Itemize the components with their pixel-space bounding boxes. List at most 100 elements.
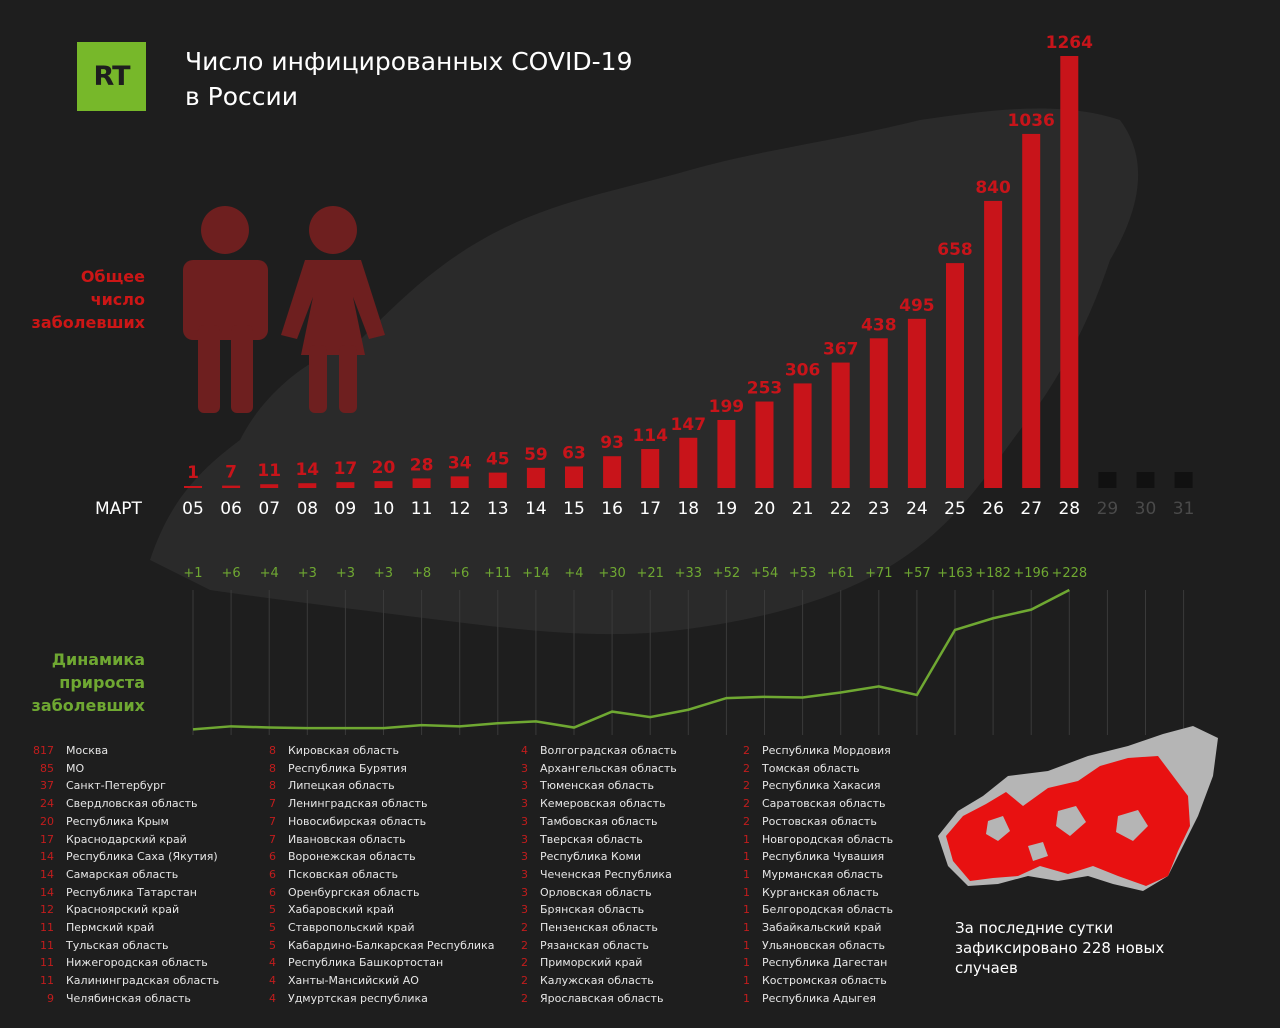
- region-count: 2: [521, 921, 528, 935]
- date-tick-label: 24: [906, 499, 928, 519]
- region-count: 1: [743, 850, 750, 864]
- cases-bar: [488, 472, 507, 488]
- region-name: Томская область: [762, 761, 860, 775]
- growth-value-label: +14: [522, 566, 549, 581]
- region-count: 2: [521, 974, 528, 988]
- total-label-line-1: Общее: [80, 267, 145, 286]
- region-name: МО: [66, 761, 85, 775]
- region-name: Калининградская область: [66, 974, 220, 988]
- cases-bar: [1060, 56, 1079, 488]
- cases-bar: [1022, 133, 1041, 488]
- region-row: 4 Волгоградская область: [502, 742, 677, 760]
- region-name: Санкт-Петербург: [66, 779, 166, 793]
- cases-bar: [222, 485, 241, 488]
- cases-value-label: 63: [562, 443, 586, 463]
- date-tick-label: 22: [830, 499, 852, 519]
- cases-bar: [869, 338, 888, 488]
- region-count: 2: [521, 956, 528, 970]
- region-name: Самарская область: [66, 867, 179, 881]
- cases-bar: [526, 467, 545, 488]
- region-name: Тамбовская область: [540, 814, 658, 828]
- region-count: 1: [743, 921, 750, 935]
- total-label-line-3: заболевших: [31, 313, 145, 332]
- cases-value-label: 1264: [1046, 33, 1093, 53]
- region-name: Саратовская область: [762, 797, 886, 811]
- region-count: 8: [269, 779, 276, 793]
- cases-bar: [336, 482, 355, 488]
- date-tick-label: 15: [563, 499, 585, 519]
- region-name: Кемеровская область: [540, 797, 666, 811]
- cases-bar: [755, 401, 774, 488]
- growth-value-label: +3: [336, 566, 355, 581]
- region-row: 24 Свердловская область: [28, 795, 219, 813]
- region-name: Республика Дагестан: [762, 956, 888, 970]
- total-cases-label: Общее число заболевших: [32, 265, 145, 334]
- date-tick-label: 27: [1020, 499, 1042, 519]
- cases-value-label: 147: [671, 415, 707, 435]
- region-count: 8: [269, 761, 276, 775]
- date-tick-label: 09: [335, 499, 357, 519]
- region-name: Пензенская область: [540, 921, 658, 935]
- region-count: 2: [521, 938, 528, 952]
- growth-value-label: +4: [564, 566, 583, 581]
- cases-bar: [984, 200, 1003, 489]
- region-count: 1: [743, 938, 750, 952]
- region-row: 2 Пензенская область: [502, 919, 677, 937]
- region-name: Костромская область: [762, 974, 887, 988]
- region-name: Чеченская Республика: [540, 867, 672, 881]
- region-count: 5: [269, 938, 276, 952]
- cases-value-label: 114: [632, 426, 668, 446]
- region-count: 6: [269, 867, 276, 881]
- region-row: 8 Липецкая область: [250, 777, 494, 795]
- region-name: Красноярский край: [66, 903, 180, 917]
- region-count: 37: [40, 779, 54, 793]
- region-name: Москва: [66, 744, 109, 757]
- cases-value-label: 28: [410, 455, 434, 475]
- region-name: Мурманская область: [762, 867, 883, 881]
- region-row: 11 Нижегородская область: [28, 954, 219, 972]
- total-label-line-2: число: [90, 290, 145, 309]
- region-count: 5: [269, 921, 276, 935]
- cases-bar: [298, 483, 317, 488]
- growth-value-label: +57: [903, 566, 930, 581]
- region-name: Брянская область: [540, 903, 645, 917]
- date-tick-label: 19: [716, 499, 738, 519]
- cases-value-label: 1036: [1008, 111, 1055, 131]
- man-icon: [183, 206, 268, 413]
- date-tick-label: 31: [1173, 499, 1195, 519]
- cases-bar: [907, 318, 926, 488]
- region-name: Курганская область: [762, 885, 879, 899]
- region-count: 11: [40, 921, 54, 935]
- regions-column: 817 Москва 85 МО 37 Санкт-Петербург 24 Свердлов…: [28, 742, 219, 1008]
- region-name: Воронежская область: [288, 850, 416, 864]
- region-row: 1 Мурманская область: [724, 866, 893, 884]
- cases-bar: [565, 466, 583, 488]
- region-count: 8: [269, 744, 276, 757]
- region-count: 5: [269, 903, 276, 917]
- region-row: 17 Краснодарский край: [28, 831, 219, 849]
- region-count: 2: [743, 761, 750, 775]
- cases-value-label: 658: [937, 240, 973, 260]
- cases-bar: [946, 263, 964, 488]
- region-count: 1: [743, 832, 750, 846]
- cases-bar: [603, 456, 622, 488]
- region-row: 8 Республика Бурятия: [250, 760, 494, 778]
- region-count: 4: [269, 974, 276, 988]
- date-tick-label: 13: [487, 499, 509, 519]
- cases-value-label: 93: [600, 433, 624, 453]
- region-row: 3 Кемеровская область: [502, 795, 677, 813]
- region-name: Республика Коми: [540, 850, 641, 864]
- region-count: 4: [521, 744, 528, 757]
- region-count: 24: [40, 797, 54, 811]
- date-tick-label: 25: [944, 499, 966, 519]
- title-line-2: в России: [185, 82, 299, 111]
- region-row: 37 Санкт-Петербург: [28, 777, 219, 795]
- region-count: 17: [40, 832, 54, 846]
- date-tick-label: 28: [1058, 499, 1080, 519]
- region-count: 11: [40, 974, 54, 988]
- cases-value-label: 14: [295, 460, 319, 480]
- date-tick-label: 07: [258, 499, 280, 519]
- region-row: 6 Оренбургская область: [250, 884, 494, 902]
- region-name: Республика Татарстан: [66, 885, 197, 899]
